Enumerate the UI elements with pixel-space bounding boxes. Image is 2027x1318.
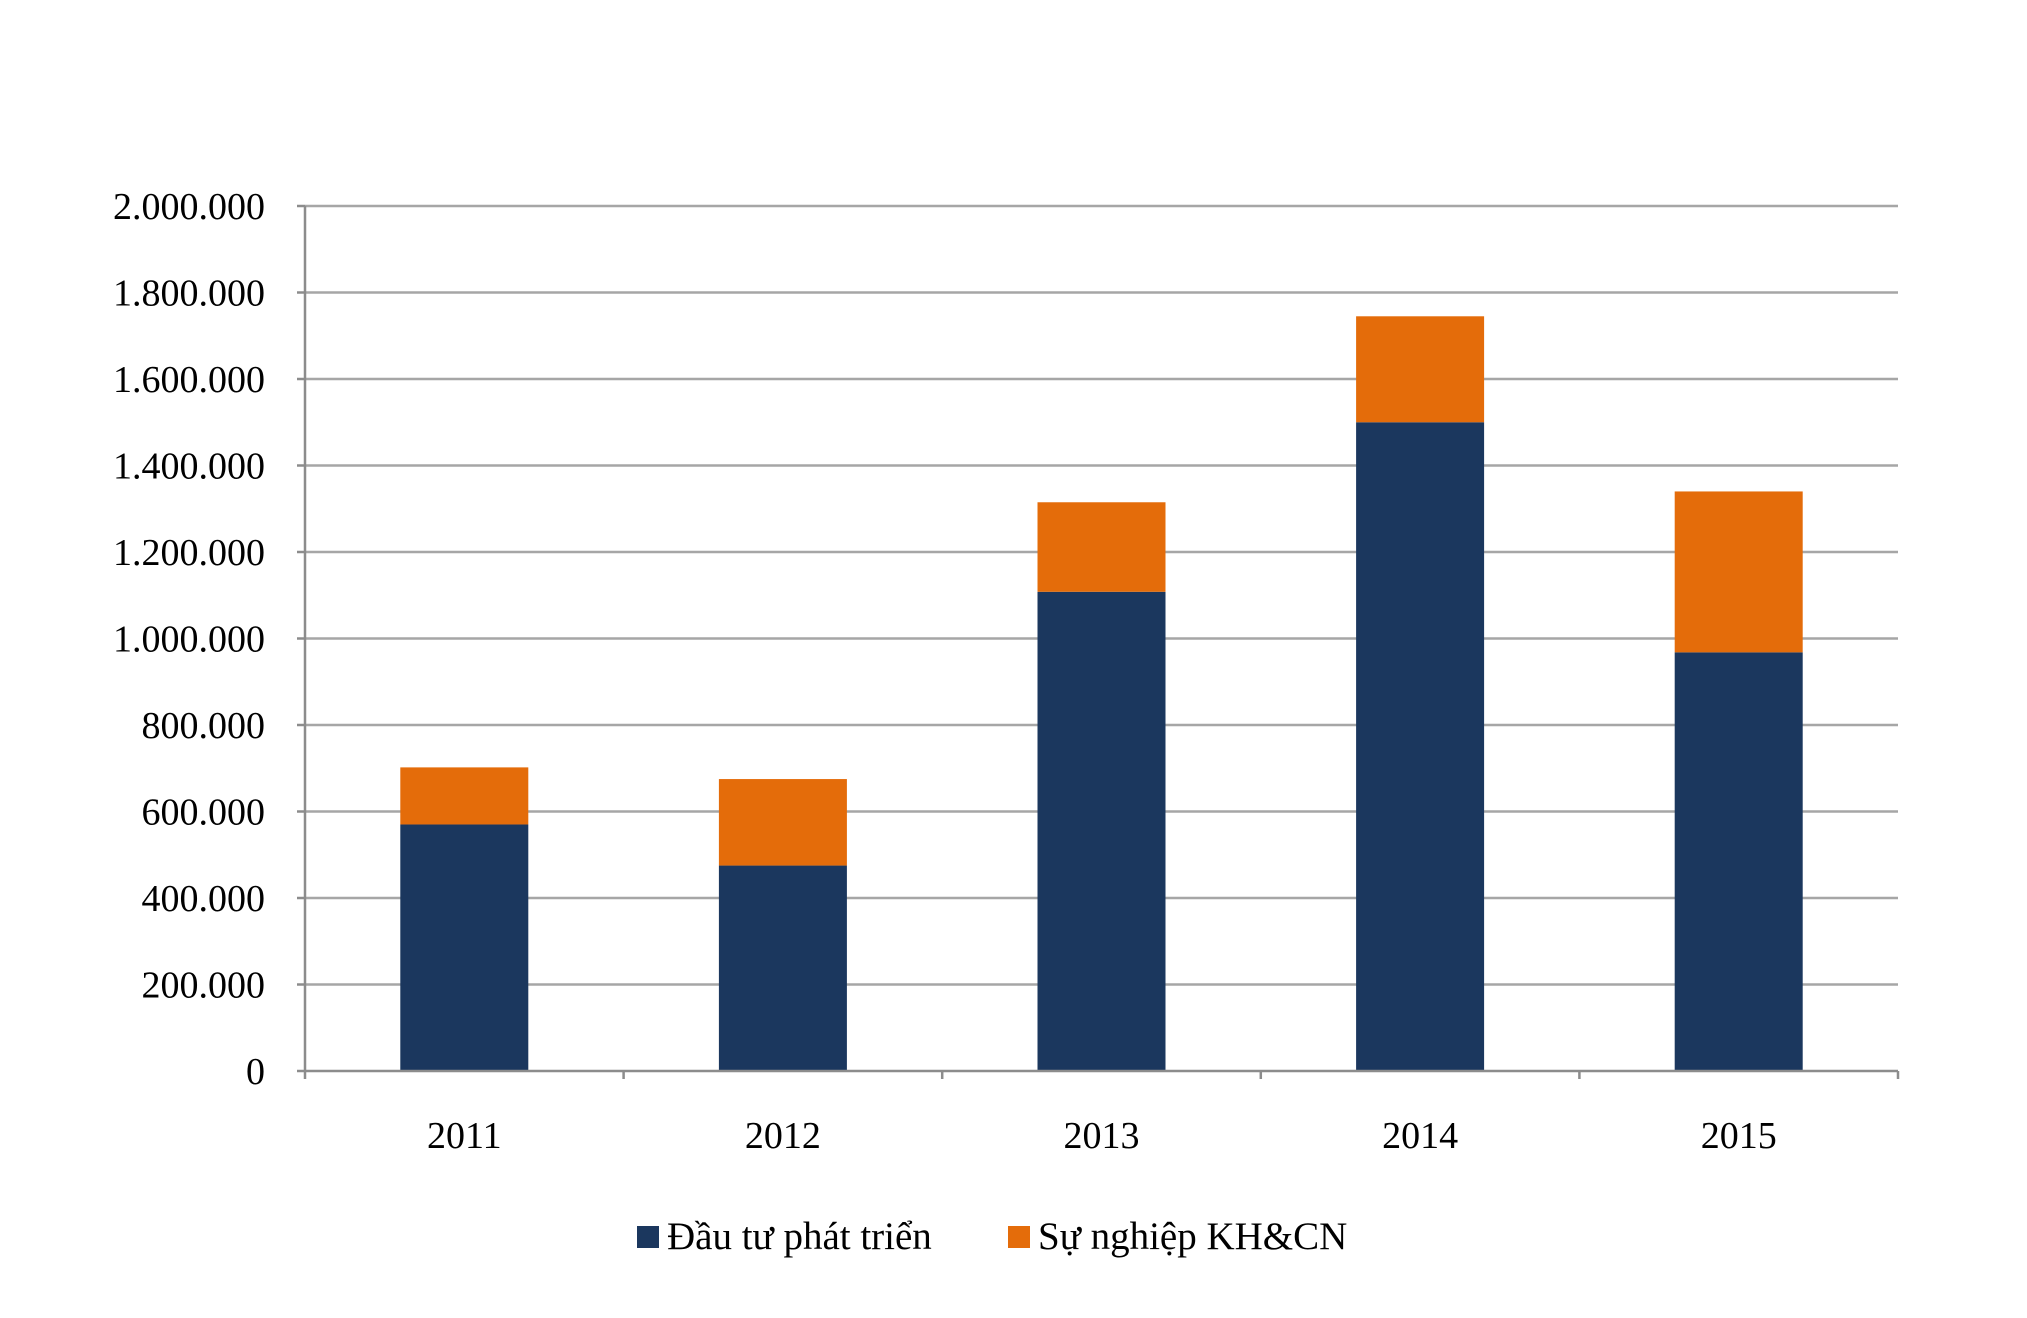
bar-dau-tu-phat-trien-2014 [1356, 422, 1485, 1071]
y-tick-label: 1.200.000 [113, 532, 265, 574]
y-tick-label: 400.000 [142, 878, 266, 920]
y-tick-label: 1.400.000 [113, 446, 265, 488]
y-tick-label: 0 [246, 1051, 265, 1093]
bar-dau-tu-phat-trien-2011 [400, 824, 529, 1071]
y-tick-label: 1.000.000 [113, 619, 265, 661]
x-tick-label: 2015 [1701, 1115, 1777, 1157]
legend-label: Đầu tư phát triển [667, 1215, 932, 1258]
x-tick-label: 2011 [427, 1115, 502, 1157]
bar-dau-tu-phat-trien-2013 [1037, 591, 1166, 1071]
x-axis: 2011 2012 2013 2014 2015 [303, 1069, 1900, 1157]
bar-su-nghiep-khcn-2015 [1674, 491, 1803, 653]
x-tick-label: 2013 [1064, 1115, 1140, 1157]
legend-label: Sự nghiệp KH&CN [1038, 1215, 1347, 1258]
legend-swatch [1008, 1226, 1030, 1248]
y-tick-label: 600.000 [142, 792, 266, 834]
x-tick-label: 2014 [1382, 1115, 1458, 1157]
y-tick-label: 1.600.000 [113, 359, 265, 401]
bar-su-nghiep-khcn-2013 [1037, 502, 1166, 592]
y-axis: 0 200.000 400.000 600.000 800.000 1.000.000 1.… [113, 186, 307, 1093]
y-tick-label: 200.000 [142, 965, 266, 1007]
y-tick-label: 2.000.000 [113, 186, 265, 228]
bar-su-nghiep-khcn-2011 [400, 767, 529, 825]
y-tick-label: 800.000 [142, 705, 266, 747]
bar-su-nghiep-khcn-2014 [1356, 316, 1485, 423]
bars [400, 316, 1803, 1071]
bar-dau-tu-phat-trien-2015 [1674, 652, 1803, 1071]
bar-su-nghiep-khcn-2012 [718, 779, 847, 866]
y-tick-label: 1.800.000 [113, 273, 265, 315]
x-tick-label: 2012 [745, 1115, 821, 1157]
legend: Đầu tư phát triển Sự nghiệp KH&CN [637, 1215, 1347, 1258]
legend-swatch [637, 1226, 659, 1248]
bar-dau-tu-phat-trien-2012 [718, 865, 847, 1071]
